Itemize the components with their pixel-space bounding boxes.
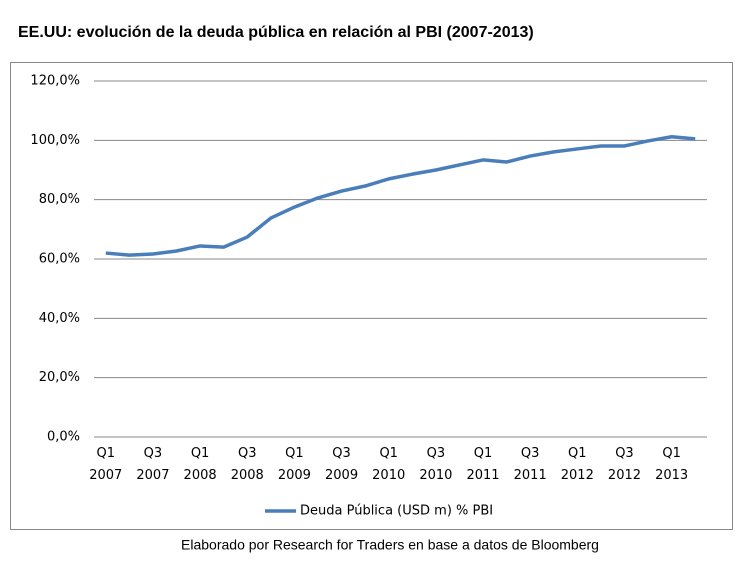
x-tick-label: Q3 2009 xyxy=(325,446,359,483)
x-tick-label: Q1 2008 xyxy=(183,446,217,483)
x-tick-label-box: Q1 2007 xyxy=(89,446,123,483)
x-tick-label: Q1 2012 xyxy=(560,446,594,483)
x-tick-label: Q1 2009 xyxy=(277,446,311,483)
x-tick-label-box: Q1 2012 xyxy=(560,446,594,483)
y-tick-label: 40,0% xyxy=(39,311,80,326)
x-tick-label-box: Q1 2008 xyxy=(183,446,217,483)
x-tick-label: Q1 2011 xyxy=(466,446,500,483)
x-tick-label: Q3 2012 xyxy=(607,446,642,483)
x-tick-label-box: Q3 2011 xyxy=(513,446,547,483)
x-tick-label-box: Q1 2013 xyxy=(655,446,689,483)
caption: Elaborado por Research for Traders en ba… xyxy=(181,537,599,553)
x-tick-label: Q1 2007 xyxy=(89,446,123,483)
x-tick-label-box: Q1 2010 xyxy=(372,446,406,483)
y-tick-label: 80,0% xyxy=(39,192,80,207)
y-tick-label: 100,0% xyxy=(30,133,80,148)
x-tick-label-box: Q1 2009 xyxy=(277,446,311,483)
x-tick-label-box: Q3 2008 xyxy=(230,446,264,483)
x-tick-label-box: Q3 2012 xyxy=(607,446,642,483)
y-tick-label: 0,0% xyxy=(47,430,80,445)
data-line xyxy=(105,135,696,257)
x-tick-label: Q3 2010 xyxy=(419,446,453,483)
x-tick-label: Q3 2011 xyxy=(513,446,547,483)
x-tick-label-box: Q3 2010 xyxy=(419,446,453,483)
y-tick-label: 20,0% xyxy=(39,370,80,385)
x-tick-label-box: Q3 2007 xyxy=(136,446,170,483)
x-tick-label: Q3 2007 xyxy=(136,446,170,483)
x-tick-label: Q3 2008 xyxy=(230,446,264,483)
legend-label: Deuda Pública (USD m) % PBI xyxy=(300,504,493,519)
y-tick-label: 120,0% xyxy=(30,74,80,89)
x-tick-label-box: Q3 2009 xyxy=(325,446,359,483)
x-tick-label: Q1 2010 xyxy=(372,446,406,483)
chart-title: EE.UU: evolución de la deuda pública en … xyxy=(18,24,534,41)
x-tick-label-box: Q1 2011 xyxy=(466,446,500,483)
y-tick-label: 60,0% xyxy=(39,252,80,267)
x-tick-label: Q1 2013 xyxy=(655,446,689,483)
